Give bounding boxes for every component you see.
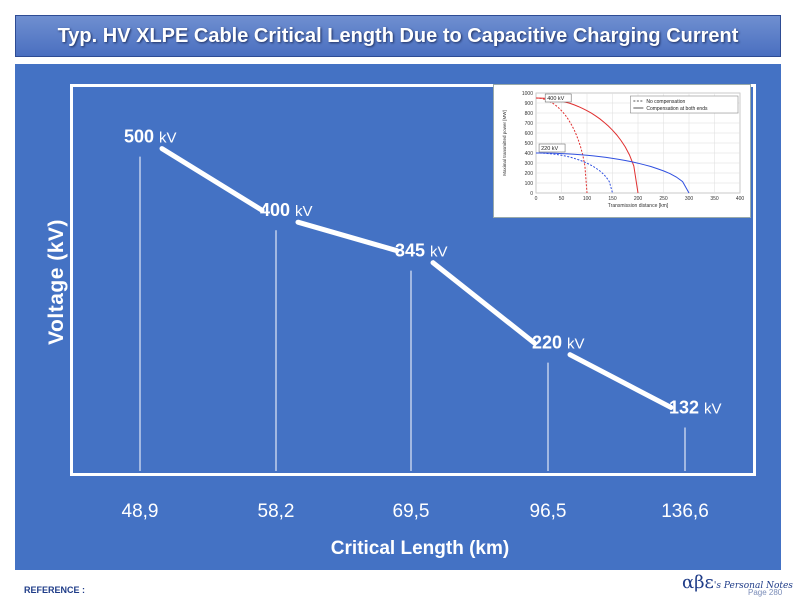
x-tick-label: 96,5	[530, 501, 567, 522]
inset-x-tick: 250	[659, 196, 668, 202]
inset-x-tick: 300	[685, 196, 694, 202]
inset-y-tick: 500	[525, 141, 534, 147]
page-title: Typ. HV XLPE Cable Critical Length Due t…	[15, 15, 781, 57]
y-axis-label: Voltage (kV)	[45, 219, 68, 345]
inset-x-tick: 0	[535, 196, 538, 202]
inset-x-tick: 100	[583, 196, 592, 202]
reference-label: REFERENCE :	[24, 585, 86, 595]
inset-y-tick: 600	[525, 131, 534, 137]
data-label-unit: kV	[159, 130, 177, 147]
inset-legend	[630, 95, 739, 114]
x-tick-label: 136,6	[661, 501, 709, 522]
page-number: Page 280	[748, 588, 783, 597]
series-segment	[295, 219, 400, 254]
inset-x-tick: 350	[710, 196, 719, 202]
data-label-unit: kV	[567, 336, 585, 353]
inset-curve-220kv-comp	[536, 152, 690, 194]
inset-x-tick: 400	[736, 196, 745, 202]
data-label: 345	[395, 241, 425, 261]
inset-legend-entry: Compensation at both ends	[646, 106, 708, 112]
data-label: 500	[124, 127, 154, 147]
inset-box	[538, 143, 566, 153]
brand-logo: αβε's Personal Notes	[682, 572, 793, 593]
inset-y-tick: 200	[525, 171, 534, 177]
inset-y-tick: 0	[530, 191, 533, 197]
plot-area	[70, 84, 756, 476]
inset-box	[544, 93, 572, 103]
series-segment	[567, 352, 674, 410]
data-label-unit: kV	[295, 203, 313, 220]
data-label: 220	[532, 333, 562, 353]
x-axis-label: Critical Length (km)	[330, 538, 510, 559]
inset-chart: 0 100 200 300 400 500 600 700 800 900 1000 0 50 100 15…	[493, 84, 751, 218]
data-label-unit: kV	[704, 400, 722, 417]
inset-y-tick: 800	[525, 111, 534, 117]
inset-curve-220kv-no-comp	[536, 152, 613, 194]
inset-y-tick: 100	[525, 181, 534, 187]
inset-box-label: 400 kV	[547, 96, 564, 102]
inset-x-label: Transmission distance [km]	[608, 203, 669, 209]
series-segment	[430, 260, 537, 346]
inset-x-tick: 200	[634, 196, 643, 202]
inset-x-tick: 50	[559, 196, 565, 202]
x-tick-label: 69,5	[393, 501, 430, 522]
inset-y-tick: 900	[525, 101, 534, 107]
inset-y-label: Maximal transmitted power [MW]	[502, 110, 507, 176]
inset-box-label: 220 kV	[541, 146, 558, 152]
inset-plot: 0 100 200 300 400 500 600 700 800 900 1000 0 50 100 15…	[502, 91, 745, 209]
brand-text: 's Personal Notes	[713, 581, 793, 591]
data-label-unit: kV	[430, 244, 448, 261]
inset-curve-400kv-no-comp	[535, 97, 588, 194]
data-label: 400	[260, 200, 290, 220]
inset-y-tick: 300	[525, 161, 534, 167]
brand-greek: αβε	[682, 572, 714, 593]
inset-legend-entry: No compensation	[646, 99, 685, 105]
x-tick-label: 48,9	[122, 501, 159, 522]
inset-y-tick: 700	[525, 121, 534, 127]
x-tick-label: 58,2	[258, 501, 295, 522]
series-segment	[159, 146, 265, 213]
data-label: 132	[669, 397, 699, 417]
inset-x-tick: 150	[608, 196, 617, 202]
inset-y-tick: 400	[525, 151, 534, 157]
inset-y-tick: 1000	[522, 91, 533, 97]
